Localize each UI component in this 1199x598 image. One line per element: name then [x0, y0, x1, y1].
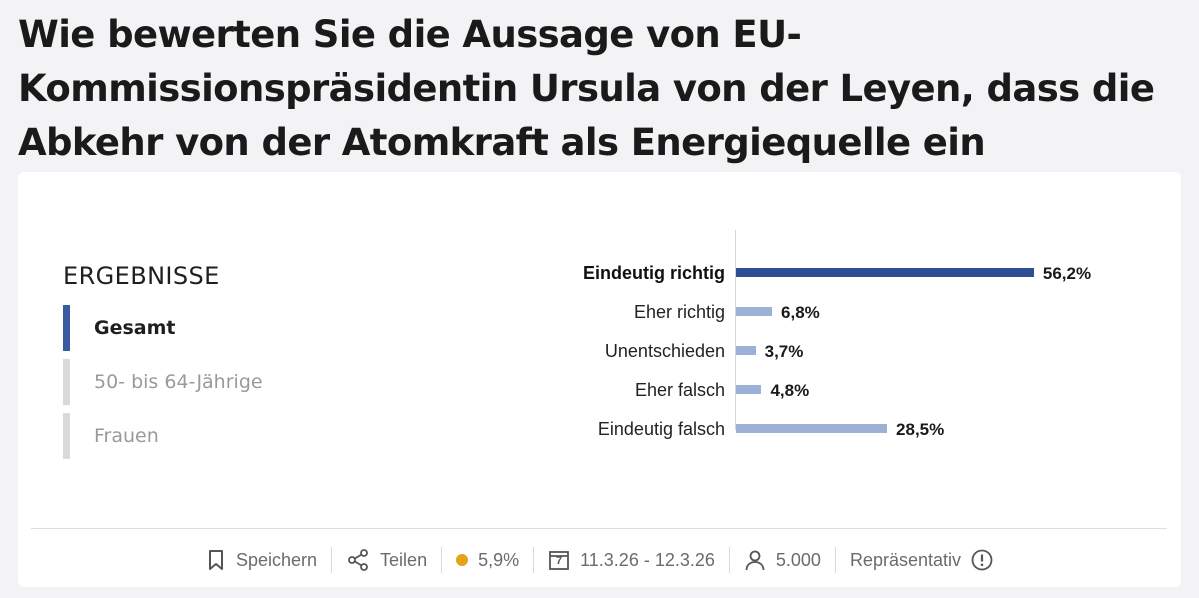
footer-separator — [331, 547, 333, 573]
date-range: 7 11.3.26 - 12.3.26 — [534, 549, 729, 571]
results-heading: ERGEBNISSE — [63, 262, 220, 290]
margin-value: 5,9% — [478, 549, 520, 570]
chart-row: Unentschieden 3,7% — [538, 332, 1138, 371]
save-button[interactable]: Speichern — [192, 549, 331, 571]
bookmark-icon — [206, 549, 226, 571]
chart-row: Eher falsch 4,8% — [538, 371, 1138, 410]
date-range-label: 11.3.26 - 12.3.26 — [580, 549, 715, 570]
filter-age-50-64[interactable]: 50- bis 64-Jährige — [63, 359, 363, 405]
filter-label: 50- bis 64-Jährige — [94, 371, 263, 393]
bar — [736, 385, 762, 394]
meta-footer: Speichern Teilen 5,9% 7 11.3.26 - 12.3.2… — [18, 539, 1181, 581]
save-label: Speichern — [235, 549, 318, 570]
footer-divider — [31, 528, 1167, 529]
filter-indicator — [63, 359, 70, 405]
chart-row: Eher richtig 6,8% — [538, 293, 1138, 332]
respondents-count: 5.000 — [775, 549, 821, 570]
results-chart: Eindeutig richtig 56,2% Eher richtig 6,8% Un… — [538, 230, 1138, 454]
bar-value-label: 4,8% — [770, 381, 810, 400]
bar — [736, 424, 888, 433]
bar-label: Eindeutig falsch — [597, 419, 725, 439]
share-button[interactable]: Teilen — [332, 548, 441, 572]
bar-label: Eher falsch — [634, 380, 725, 400]
filter-gesamt[interactable]: Gesamt — [63, 305, 363, 351]
filter-label: Frauen — [94, 425, 159, 447]
filter-list: Gesamt 50- bis 64-Jährige Frauen — [63, 305, 363, 467]
representative-info[interactable]: Repräsentativ — [836, 549, 1007, 571]
calendar-day: 7 — [556, 555, 563, 567]
person-icon — [744, 549, 766, 571]
filter-label: Gesamt — [94, 317, 176, 339]
bar-value-label: 56,2% — [1042, 264, 1092, 283]
margin-dot-icon — [456, 554, 469, 566]
bar — [736, 346, 756, 355]
chart-axis — [735, 230, 736, 430]
bar-label: Eindeutig richtig — [583, 263, 725, 283]
bar — [736, 268, 1034, 277]
filter-indicator — [63, 305, 70, 351]
bar-value-label: 3,7% — [764, 342, 804, 361]
representative-label: Repräsentativ — [849, 549, 961, 570]
bar — [736, 307, 773, 316]
footer-separator — [728, 547, 730, 573]
bar-label: Eher richtig — [633, 302, 725, 322]
bar-value-label: 28,5% — [896, 420, 945, 439]
chart-row: Eindeutig richtig 56,2% — [538, 254, 1138, 293]
respondents: 5.000 — [730, 549, 835, 571]
share-icon — [346, 548, 370, 572]
margin-of-error: 5,9% — [442, 550, 533, 571]
filter-frauen[interactable]: Frauen — [63, 413, 363, 459]
filter-indicator — [63, 413, 70, 459]
bar-value-label: 6,8% — [781, 303, 820, 322]
calendar-icon: 7 — [548, 549, 570, 571]
share-label: Teilen — [380, 549, 428, 570]
results-card: ERGEBNISSE Gesamt 50- bis 64-Jährige Fra… — [18, 172, 1181, 587]
bar-label: Unentschieden — [604, 341, 725, 361]
info-icon — [971, 549, 993, 571]
footer-separator — [441, 547, 443, 573]
chart-row: Eindeutig falsch 28,5% — [538, 410, 1138, 449]
footer-separator — [533, 547, 535, 573]
footer-separator — [834, 547, 836, 573]
